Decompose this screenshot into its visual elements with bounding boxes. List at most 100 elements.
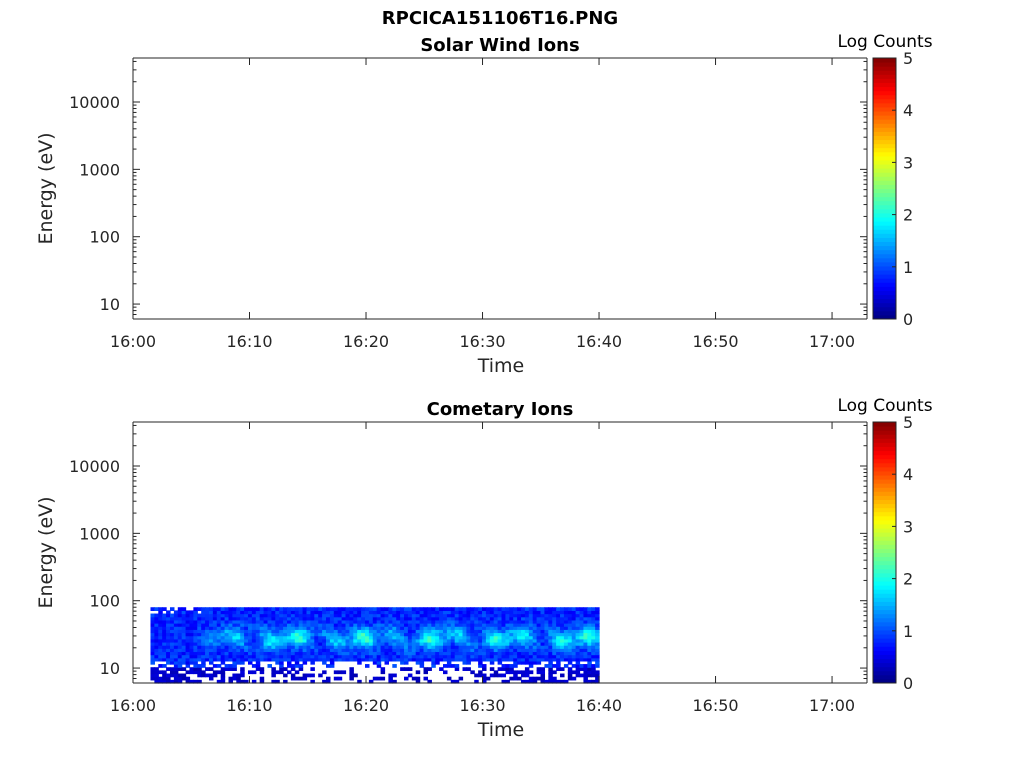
data-cell bbox=[392, 679, 397, 684]
data-cell bbox=[286, 645, 292, 649]
data-cell bbox=[181, 657, 187, 662]
data-cell bbox=[341, 610, 347, 615]
data-cell bbox=[158, 626, 163, 630]
data-cell bbox=[575, 641, 581, 646]
data-cell bbox=[329, 664, 335, 668]
data-cell bbox=[220, 632, 226, 637]
data-cell bbox=[302, 676, 308, 681]
data-cell bbox=[197, 673, 202, 678]
data-cell bbox=[162, 626, 167, 630]
data-cell bbox=[587, 619, 592, 624]
data-cell bbox=[341, 607, 347, 611]
data-cell bbox=[216, 635, 222, 640]
data-cell bbox=[493, 641, 499, 646]
data-cell bbox=[567, 607, 573, 611]
data-cell bbox=[185, 657, 191, 662]
data-cell bbox=[220, 654, 226, 659]
data-cell bbox=[404, 626, 409, 630]
data-cell bbox=[478, 635, 483, 640]
colorbar-segment bbox=[873, 658, 896, 664]
data-cell bbox=[571, 623, 577, 627]
data-cell bbox=[497, 607, 503, 611]
data-cell bbox=[443, 607, 448, 611]
y-axis-label: Energy (eV) bbox=[35, 496, 57, 608]
data-cell bbox=[283, 648, 288, 653]
data-cell bbox=[247, 619, 253, 624]
data-cell bbox=[493, 607, 499, 611]
data-cell bbox=[228, 648, 233, 653]
colorbar-segment bbox=[873, 212, 896, 218]
data-cell bbox=[536, 610, 542, 615]
data-cell bbox=[228, 645, 233, 649]
data-cell bbox=[575, 667, 581, 671]
data-cell bbox=[493, 645, 499, 649]
data-cell bbox=[439, 648, 444, 653]
data-cell bbox=[380, 635, 386, 640]
data-cell bbox=[388, 641, 393, 646]
data-cell bbox=[201, 632, 206, 637]
data-cell bbox=[376, 648, 382, 653]
data-cell bbox=[513, 664, 518, 668]
data-cell bbox=[563, 629, 569, 634]
data-cell bbox=[294, 660, 300, 665]
colorbar-segment bbox=[873, 245, 896, 251]
data-cell bbox=[259, 613, 265, 618]
data-cell bbox=[372, 645, 378, 649]
data-cell bbox=[583, 657, 588, 662]
data-cell bbox=[341, 651, 347, 656]
data-cell bbox=[528, 629, 534, 634]
data-cell bbox=[302, 623, 308, 627]
data-cell bbox=[251, 619, 257, 624]
data-cell bbox=[501, 664, 507, 668]
colorbar-segment bbox=[873, 62, 896, 67]
colorbar-tick-label: 1 bbox=[903, 258, 913, 277]
data-cell bbox=[419, 619, 425, 624]
data-cell bbox=[587, 648, 592, 653]
colorbar-segment bbox=[873, 646, 896, 651]
colorbar-segment bbox=[873, 487, 896, 492]
data-cell bbox=[150, 654, 155, 659]
data-cell bbox=[154, 654, 159, 659]
data-cell bbox=[591, 648, 596, 653]
data-cell bbox=[458, 638, 464, 643]
data-cell bbox=[279, 654, 284, 659]
data-cell bbox=[439, 651, 444, 656]
data-cell bbox=[532, 657, 538, 662]
data-cell bbox=[361, 635, 366, 640]
data-cell bbox=[563, 623, 569, 627]
data-cell bbox=[380, 676, 386, 681]
data-cell bbox=[201, 641, 206, 646]
data-cell bbox=[224, 641, 230, 646]
data-cell bbox=[302, 645, 308, 649]
data-cell bbox=[216, 632, 222, 637]
data-cell bbox=[255, 613, 261, 618]
data-cell bbox=[158, 641, 163, 646]
data-cell bbox=[283, 607, 288, 611]
data-cell bbox=[240, 616, 245, 621]
data-cell bbox=[509, 629, 514, 634]
data-cell bbox=[294, 676, 300, 681]
data-cell bbox=[329, 607, 335, 611]
data-cell bbox=[407, 613, 413, 618]
data-cell bbox=[310, 673, 315, 678]
data-cell bbox=[415, 616, 421, 621]
data-cell bbox=[400, 641, 405, 646]
data-cell bbox=[591, 623, 596, 627]
data-cell bbox=[524, 626, 530, 630]
data-cell bbox=[536, 635, 542, 640]
data-cell bbox=[454, 632, 460, 637]
data-cell bbox=[431, 651, 436, 656]
data-cell bbox=[240, 670, 245, 675]
data-cell bbox=[353, 635, 358, 640]
data-cell bbox=[595, 660, 600, 665]
data-cell bbox=[544, 645, 549, 649]
data-cell bbox=[540, 651, 546, 656]
data-cell bbox=[294, 657, 300, 662]
data-cell bbox=[427, 629, 432, 634]
data-cell bbox=[224, 645, 230, 649]
data-cell bbox=[540, 648, 546, 653]
data-cell bbox=[290, 667, 296, 671]
data-cell bbox=[357, 623, 362, 627]
